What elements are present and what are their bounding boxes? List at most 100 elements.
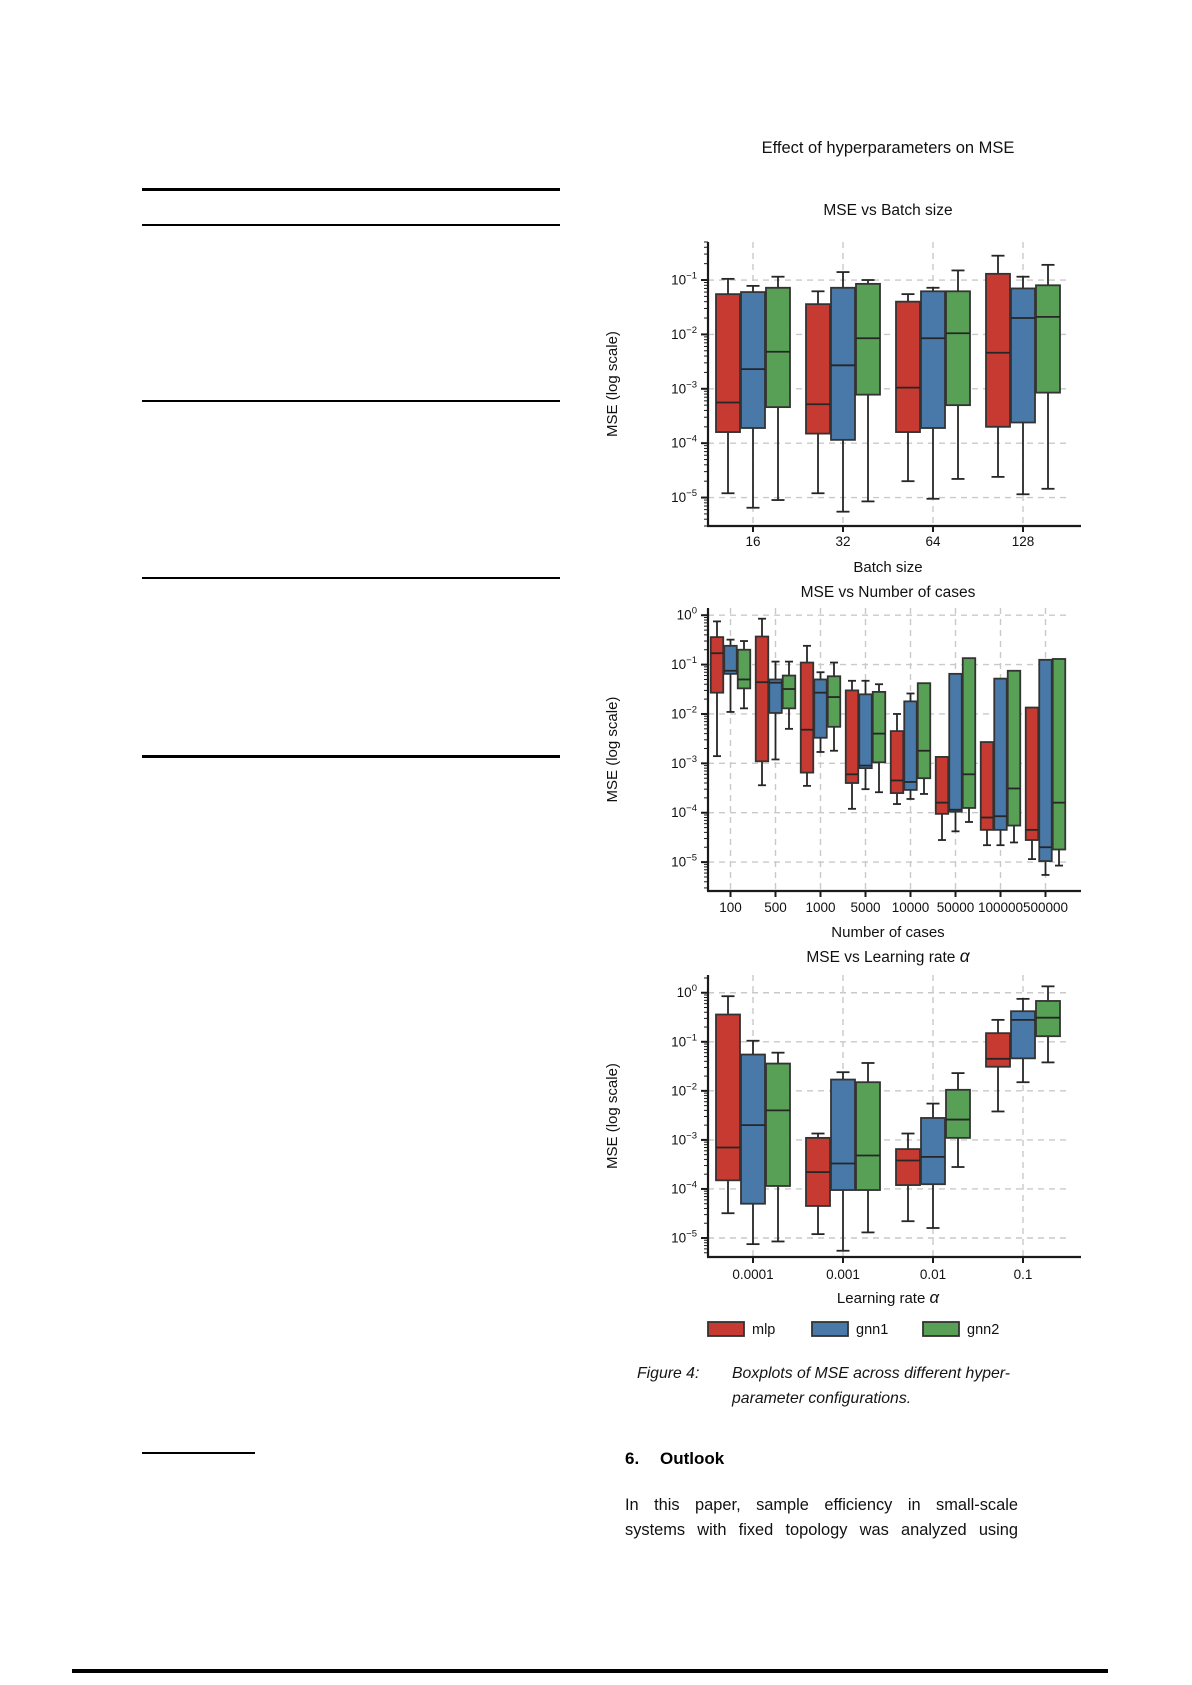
x-tick-label: 0.01 [920,1267,946,1282]
box-gnn1 [903,692,918,800]
box-gnn2 [916,682,932,795]
y-tick-label: 10−5 [671,488,697,505]
x-tick-label: 0.001 [826,1267,860,1282]
box-mlp [844,679,860,810]
chart-title: MSE vs Batch size [823,202,952,219]
box-mlp [805,1132,831,1236]
section-number: 6. [625,1449,640,1468]
y-tick-label: 10−1 [671,271,697,288]
box-gnn2 [855,279,881,503]
y-tick-label: 10−1 [671,1032,697,1049]
box-gnn2 [961,657,977,823]
box-gnn2 [945,269,971,480]
subplot-0: 10−1 10−2 10−3 10−4 10−5 16 32 64 128 MSE vs Batc… [604,202,1081,576]
x-tick-label: 500000 [1023,900,1068,915]
caption-text: Boxplots of MSE across different hyper-p… [732,1362,1029,1411]
box-gnn1 [740,1039,766,1246]
box-mlp [1024,706,1040,861]
box-mlp [715,277,741,495]
legend-label: gnn2 [967,1322,999,1338]
legend-label: mlp [752,1322,775,1338]
table-rule [142,577,560,579]
y-tick-label: 10−3 [671,379,697,396]
box-gnn2 [1035,985,1061,1064]
x-tick-label: 32 [835,534,850,549]
box-gnn1 [830,271,856,513]
x-tick-label: 64 [925,534,941,549]
legend-swatch-mlp [707,1321,745,1337]
y-tick-label: 100 [677,983,697,1000]
y-tick-label: 10−5 [671,853,697,870]
box-mlp [985,1018,1011,1113]
x-tick-label: 0.1 [1014,1267,1033,1282]
x-axis-label: Learning rate α [837,1288,940,1307]
box-gnn2 [826,661,842,752]
box-mlp [895,293,921,483]
y-tick-label: 10−4 [671,434,697,451]
x-tick-label: 5000 [850,900,880,915]
box-gnn2 [855,1062,881,1234]
box-gnn1 [768,660,783,761]
box-mlp [799,644,815,787]
table-rule [142,224,560,226]
caption-label: Figure 4: [637,1365,700,1382]
section-title: Outlook [660,1449,725,1468]
table-rule [142,755,560,758]
y-tick-label: 10−4 [671,1179,697,1196]
chart-title: MSE vs Number of cases [801,584,976,601]
subplot-1: 100 10−1 10−2 10−3 10−4 10−5 100 500 1000 5000 100… [604,584,1081,941]
box-gnn2 [765,1051,791,1243]
box-gnn1 [920,1102,946,1229]
box-gnn1 [1038,658,1053,876]
box-gnn1 [740,284,766,509]
paragraph-line: In this paper, sample efficiency in smal… [625,1496,1018,1514]
box-gnn1 [920,286,946,500]
caption-line: Boxplots of MSE across different hyper- [732,1365,1011,1382]
box-mlp [709,620,725,758]
box-gnn1 [813,671,828,753]
box-mlp [754,617,770,787]
x-tick-label: 500 [764,900,787,915]
box-mlp [895,1132,921,1223]
footnote-rule [142,1452,255,1454]
box-gnn2 [781,660,797,730]
section-heading: 6. Outlook [625,1449,724,1469]
x-tick-label: 100000 [978,900,1023,915]
table-rule [142,188,560,191]
y-axis-label: MSE (log scale) [604,331,621,437]
box-gnn2 [945,1072,971,1168]
box-gnn1 [948,672,963,833]
box-mlp [985,254,1011,478]
table-rule [142,400,560,402]
box-gnn1 [993,677,1008,847]
chart-title: MSE vs Learning rate α [806,946,970,966]
box-mlp [805,290,831,495]
y-tick-label: 10−4 [671,803,697,820]
x-tick-label: 100 [719,900,742,915]
legend-label: gnn1 [856,1322,888,1338]
y-axis-label: MSE (log scale) [604,697,621,803]
paragraph-line: systems with fixed topology was analyzed… [625,1520,1018,1539]
y-tick-label: 10−2 [671,704,697,721]
body-paragraph: In this paper, sample efficiency in smal… [625,1493,1018,1542]
y-axis-label: MSE (log scale) [604,1063,621,1169]
x-tick-label: 1000 [805,900,835,915]
box-gnn1 [1010,275,1036,496]
y-tick-label: 10−3 [671,754,697,771]
x-tick-label: 10000 [892,900,930,915]
x-axis-label: Batch size [853,559,922,576]
boxplot-figure: Effect of hyperparameters on MSE 10−1 10−2… [604,139,1081,1338]
x-axis-label: Number of cases [831,924,944,941]
x-tick-label: 0.0001 [732,1267,773,1282]
box-mlp [715,995,741,1215]
box-gnn2 [736,640,752,710]
figure-suptitle: Effect of hyperparameters on MSE [762,139,1015,157]
caption-line: parameter configurations. [732,1389,912,1407]
box-gnn1 [1010,997,1036,1084]
box-gnn2 [1051,658,1067,867]
y-tick-label: 10−5 [671,1229,697,1246]
footer-rule [72,1669,1108,1673]
y-tick-label: 10−1 [671,655,697,672]
y-tick-label: 10−3 [671,1130,697,1147]
